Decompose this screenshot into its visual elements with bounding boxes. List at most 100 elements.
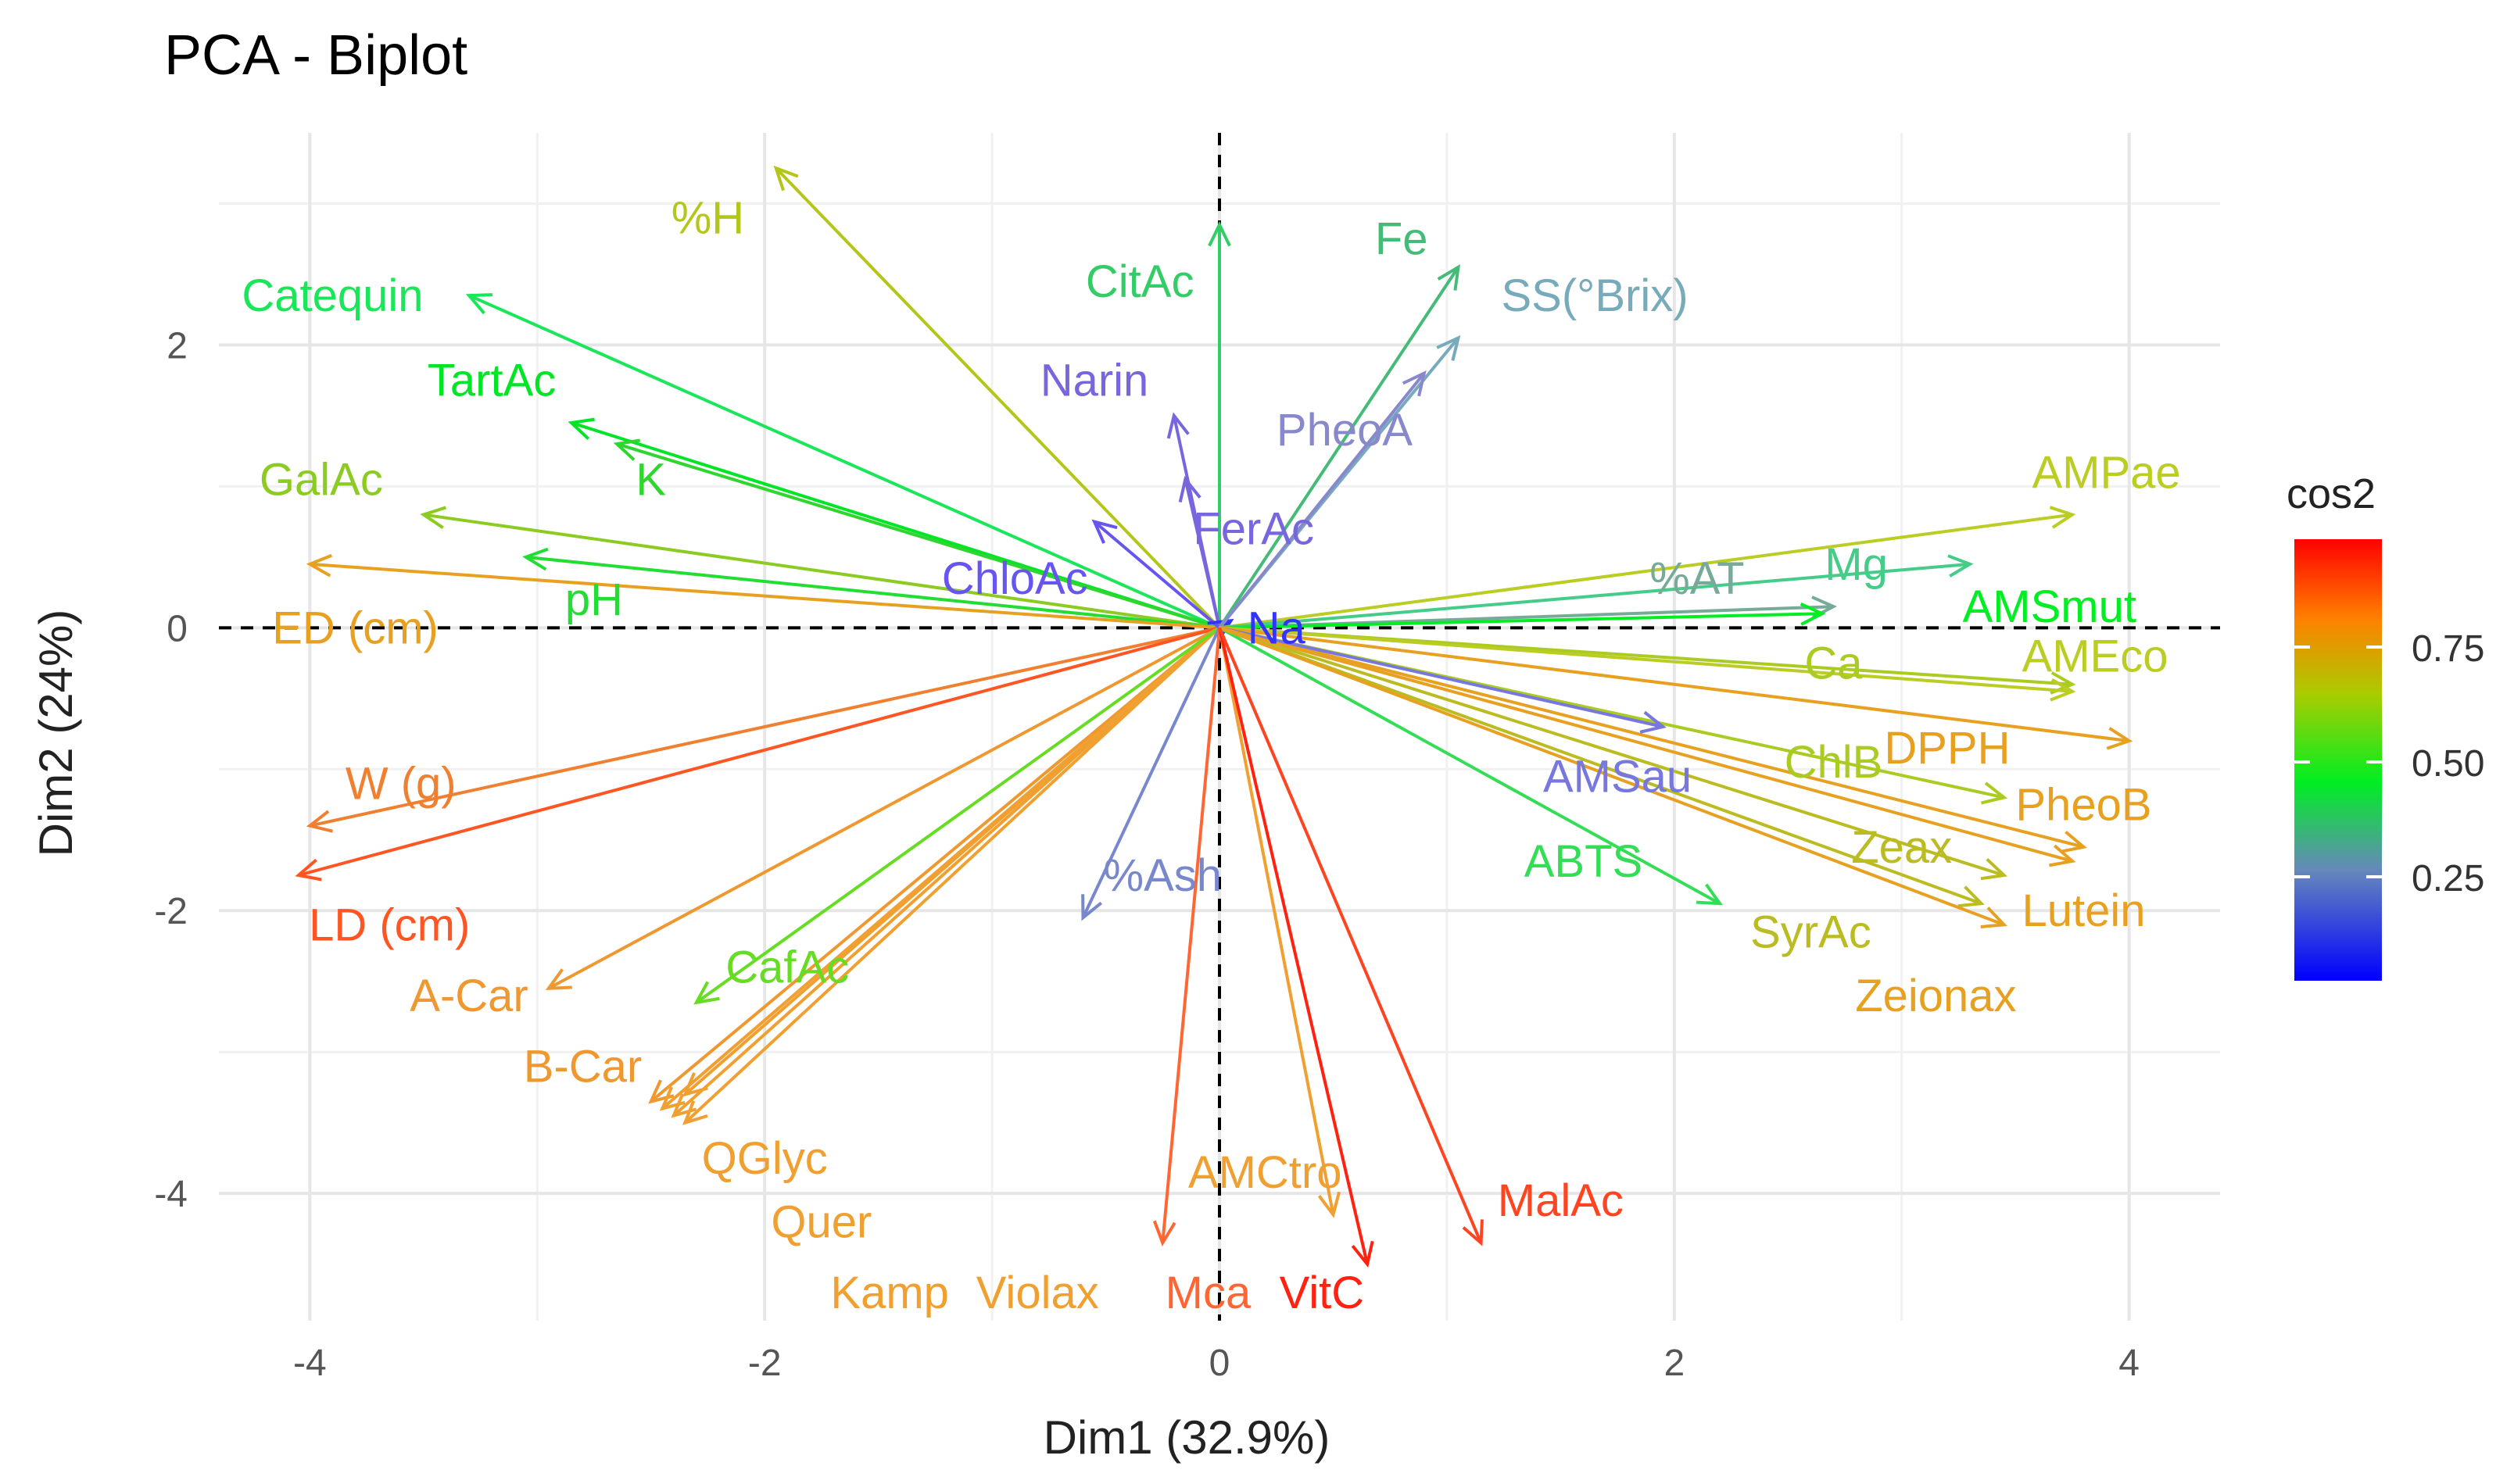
- variable-label: CafAc: [725, 942, 849, 993]
- arrow-head: [295, 858, 322, 881]
- arrow-head: [613, 438, 641, 461]
- arrow-shaft: [1218, 372, 1426, 629]
- variable-label: Narin: [1040, 356, 1149, 406]
- variable-label: DPPH: [1884, 723, 2010, 774]
- arrow-shaft: [1219, 626, 2073, 863]
- arrow-head: [1980, 857, 2008, 881]
- variable-label: QGlyc: [702, 1133, 828, 1184]
- arrow-shaft: [468, 294, 1220, 630]
- arrow-head: [1957, 885, 1985, 908]
- arrow-head: [545, 968, 572, 990]
- arrow-head: [1947, 554, 1974, 578]
- variable-label: TartAc: [428, 356, 556, 406]
- arrow-shaft: [650, 626, 1221, 1103]
- arrow-shaft: [1093, 520, 1221, 629]
- arrow-head: [1696, 883, 1724, 906]
- variable-label: A-Car: [410, 971, 528, 1021]
- arrow-head: [773, 165, 799, 191]
- arrow-shaft: [775, 166, 1221, 629]
- variable-label: AMPae: [2032, 447, 2180, 498]
- variable-label: %H: [671, 193, 744, 244]
- variable-label: Mca: [1166, 1268, 1252, 1318]
- variable-label: Mg: [1825, 539, 1888, 590]
- arrow-shaft: [1219, 626, 2084, 849]
- arrow-head: [1091, 519, 1118, 544]
- arrow-shaft: [1184, 478, 1221, 628]
- arrow-shaft: [1219, 626, 1663, 728]
- y-axis-label: Dim2 (24%): [30, 610, 82, 857]
- arrow-head: [2060, 830, 2087, 853]
- arrow-shaft: [1218, 266, 1460, 629]
- arrow-shaft: [1219, 626, 2129, 743]
- x-axis-label: Dim1 (32.9%): [1044, 1411, 1330, 1464]
- arrow-shaft: [1081, 627, 1221, 919]
- variable-label: %AT: [1649, 553, 1744, 604]
- variable-label: ABTS: [1524, 836, 1643, 887]
- arrow-shaft: [695, 626, 1221, 1004]
- variable-label: ED (cm): [272, 603, 439, 653]
- y-tick-label: 0: [167, 608, 188, 649]
- arrow-shaft: [1219, 562, 1971, 630]
- arrow-head: [1081, 894, 1103, 921]
- x-tick-label: 2: [1663, 1343, 1685, 1384]
- variable-label: pH: [565, 574, 623, 625]
- legend-tick-label: 0.50: [2412, 743, 2484, 785]
- arrow-head: [1980, 906, 2007, 928]
- chart-title: PCA - Biplot: [164, 24, 467, 87]
- arrow-shaft: [1219, 612, 1822, 630]
- arrow-head: [568, 417, 595, 440]
- arrow-head: [682, 1100, 708, 1125]
- arrow-head: [420, 506, 447, 529]
- variable-label: K: [636, 454, 666, 505]
- arrow-head: [1462, 1219, 1484, 1246]
- arrow-shaft: [547, 626, 1220, 990]
- arrow-shaft: [1219, 513, 2073, 630]
- x-tick-label: -4: [293, 1343, 327, 1384]
- variable-label: ChlB: [1785, 737, 1883, 788]
- variable-label: B-Car: [524, 1041, 642, 1092]
- variable-label: Violax: [976, 1268, 1099, 1318]
- y-tick-label: 2: [167, 325, 188, 367]
- arrow-shaft: [423, 513, 1220, 630]
- variable-label: Na: [1248, 603, 1306, 653]
- arrow-shaft: [298, 626, 1220, 877]
- variable-label: AMCtro: [1188, 1147, 1342, 1198]
- x-tick-label: -2: [748, 1343, 782, 1384]
- variable-label: Catequin: [242, 270, 423, 321]
- arrow-shaft: [309, 626, 1220, 828]
- variable-label: VitC: [1280, 1268, 1365, 1318]
- variable-label: SS(°Brix): [1501, 270, 1688, 321]
- arrow-head: [306, 553, 332, 578]
- arrow-shaft: [1219, 626, 1982, 906]
- variable-label: FerAc: [1193, 504, 1314, 555]
- variable-label: MalAc: [1498, 1175, 1624, 1226]
- variable-label: Quer: [771, 1196, 872, 1247]
- arrow-head: [1152, 1220, 1176, 1247]
- x-tick-label: 4: [2118, 1343, 2140, 1384]
- axis-ticks: -4 -2 0 2 4 -4 -2 0 2: [154, 325, 2140, 1384]
- legend-tick-label: 0.25: [2412, 858, 2484, 899]
- arrow-head: [1402, 370, 1427, 397]
- variable-label: Fe: [1375, 214, 1428, 265]
- x-tick-label: 0: [1209, 1343, 1230, 1384]
- arrow-head: [1166, 412, 1190, 439]
- arrow-head: [693, 981, 720, 1005]
- arrow-head: [2049, 844, 2076, 867]
- arrow-head: [1351, 1240, 1374, 1268]
- arrow-shaft: [1218, 627, 1370, 1265]
- variable-label: Zeax: [1851, 822, 1952, 873]
- arrow-shaft: [1219, 626, 2005, 877]
- arrow-shaft: [1218, 627, 1335, 1215]
- arrow-shaft: [310, 562, 1220, 630]
- arrow-head: [1317, 1191, 1341, 1218]
- variable-label: AMSmut: [1963, 581, 2136, 632]
- arrow-head: [1178, 475, 1201, 503]
- arrow-head: [1437, 264, 1460, 291]
- variable-arrows: [295, 165, 2133, 1268]
- y-tick-label: -4: [154, 1174, 188, 1215]
- arrow-head: [306, 810, 334, 833]
- arrow-head: [1639, 710, 1667, 734]
- variable-label: PheoA: [1277, 405, 1413, 456]
